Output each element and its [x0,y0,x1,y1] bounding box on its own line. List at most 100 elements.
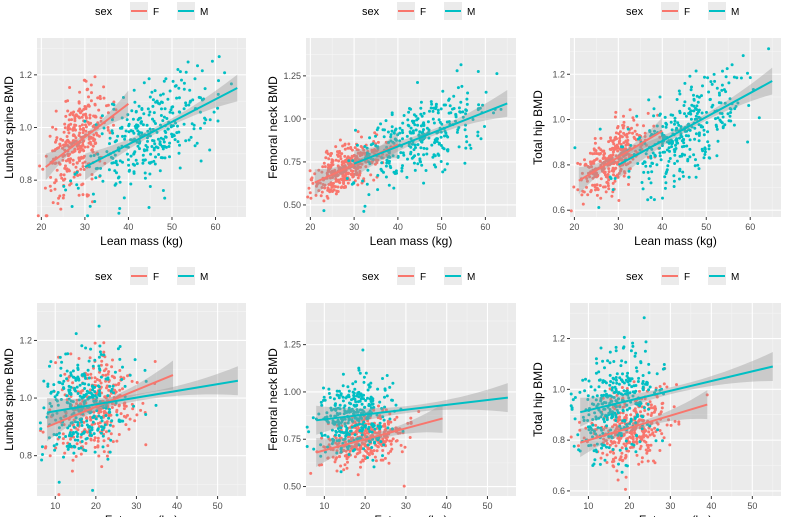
legend-label-F: F [420,272,426,283]
data-point-M [678,92,682,96]
data-point-M [479,137,483,141]
data-point-M [650,147,654,151]
data-point-F [106,111,110,115]
data-point-F [643,135,647,138]
data-point-F [80,155,83,159]
legend-label-M: M [200,272,208,283]
data-point-F [69,437,72,441]
data-point-F [586,165,590,168]
data-point-M [654,388,658,392]
data-point-M [170,105,174,109]
data-point-F [358,173,362,177]
data-point-F [336,154,340,158]
data-point-F [334,441,338,445]
data-point-M [73,172,77,176]
data-point-M [720,83,724,87]
data-point-F [324,156,328,160]
data-point-M [621,409,625,413]
data-point-M [412,119,416,123]
data-point-F [62,130,66,134]
data-point-M [687,107,691,111]
data-point-M [465,140,469,144]
data-point-M [682,104,686,107]
data-point-F [589,189,593,192]
data-point-F [639,444,643,448]
data-point-F [355,452,359,456]
data-point-M [670,145,674,149]
data-point-M [75,183,79,187]
data-point-M [570,407,574,411]
data-point-F [602,185,605,189]
data-point-F [318,463,321,467]
data-point-M [748,76,752,80]
data-point-M [626,127,630,131]
data-point-M [688,155,692,159]
data-point-F [604,190,608,194]
data-point-M [229,82,233,86]
data-point-M [684,134,688,138]
data-point-M [357,390,361,394]
data-point-M [178,110,182,114]
x-tick-label: 40 [393,222,403,232]
data-point-M [203,121,207,125]
data-point-M [158,169,162,173]
y-axis-title: Femoral neck BMD [266,76,280,179]
data-point-F [55,136,59,140]
data-point-M [383,387,387,391]
data-point-F [330,190,334,193]
data-point-M [41,453,44,456]
data-point-F [76,147,80,151]
data-point-M [69,434,73,438]
data-point-M [184,139,188,143]
data-point-M [437,118,441,122]
data-point-M [578,449,582,453]
data-point-F [363,443,367,447]
data-point-F [85,416,88,420]
data-point-M [45,415,49,419]
legend-label-F: F [684,272,690,283]
data-point-M [456,128,460,132]
data-point-F [591,183,595,187]
data-point-M [592,449,596,453]
data-point-M [598,462,602,466]
data-point-M [622,389,626,393]
data-point-M [630,385,634,389]
data-point-M [162,140,166,144]
data-point-M [187,138,191,142]
data-point-F [104,373,108,377]
data-point-M [366,396,369,400]
data-point-M [434,165,438,169]
data-point-M [692,97,696,101]
data-point-F [383,456,387,460]
data-point-F [61,158,65,162]
data-point-F [63,144,66,148]
data-point-F [599,177,603,181]
data-point-F [646,412,650,416]
data-point-M [97,355,101,359]
data-point-M [628,391,632,395]
data-point-M [476,134,480,138]
data-point-M [368,409,372,413]
data-point-M [319,454,323,458]
data-point-F [618,458,622,462]
data-point-M [362,209,366,213]
data-point-F [580,171,584,175]
data-point-F [627,131,631,135]
data-point-M [325,415,329,419]
data-point-F [59,137,63,141]
data-point-M [204,118,208,122]
data-point-M [436,111,440,115]
data-point-M [133,163,136,167]
data-point-M [216,106,220,110]
data-point-M [601,359,605,363]
data-point-M [342,431,346,435]
data-point-M [126,158,130,162]
data-point-M [600,402,604,406]
data-point-M [451,107,454,111]
data-point-M [98,400,102,404]
data-point-M [152,159,156,163]
data-point-F [63,451,67,455]
data-point-F [85,116,88,120]
data-point-F [347,142,351,146]
